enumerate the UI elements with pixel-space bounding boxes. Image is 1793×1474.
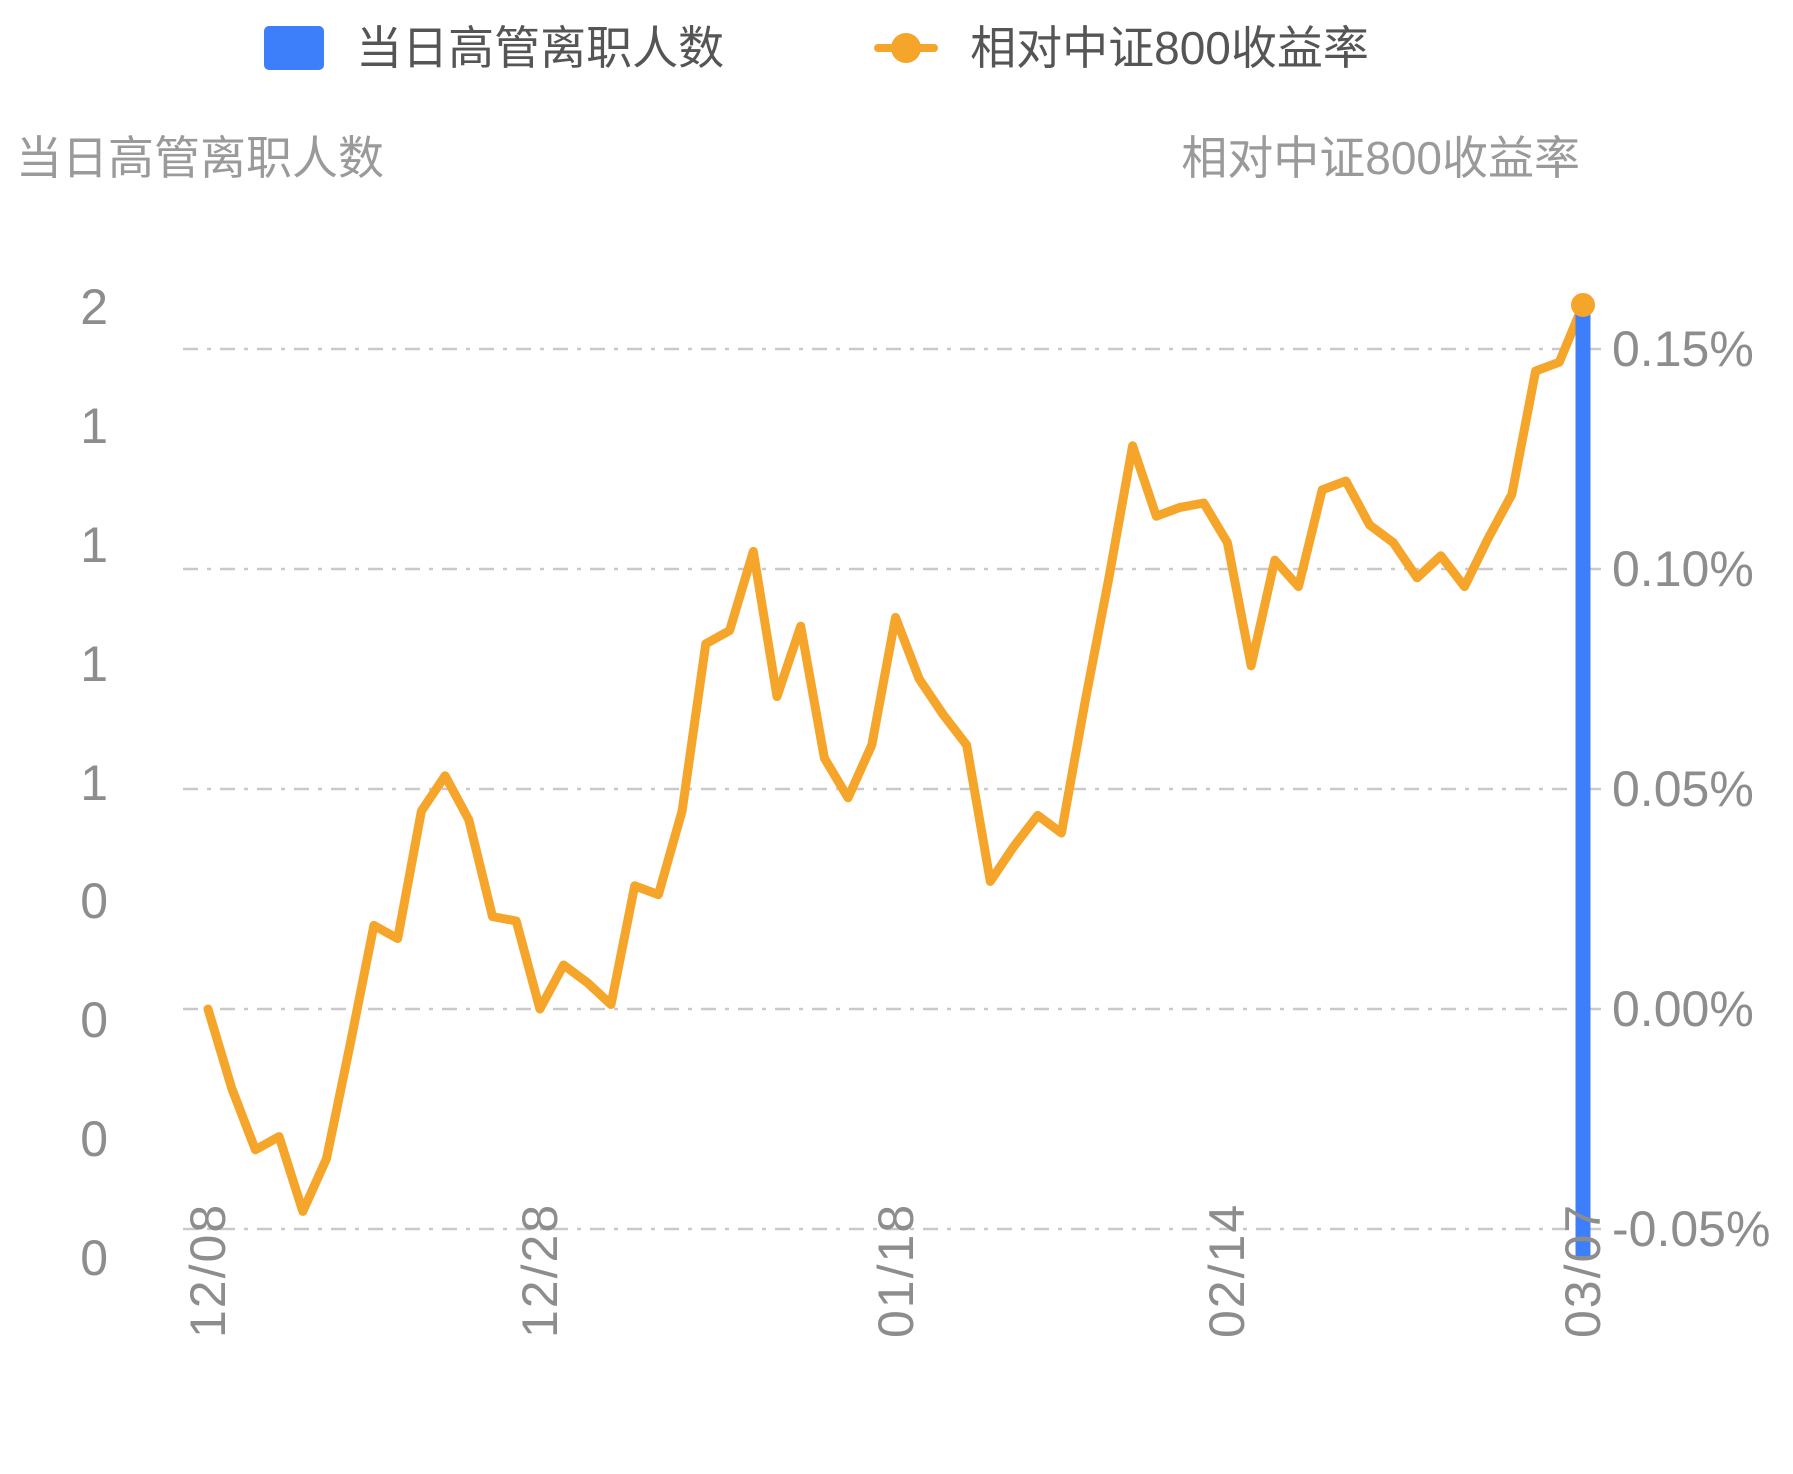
- right-axis-tick-label: -0.05%: [1612, 1201, 1771, 1257]
- left-axis-tick-label: 1: [80, 516, 108, 573]
- left-axis-tick-label: 0: [80, 873, 108, 930]
- left-axis-tick-label: 2: [80, 279, 108, 335]
- bar-series-swatch-icon: [264, 26, 325, 70]
- left-axis-tick-label: 0: [80, 992, 108, 1049]
- executive-departures-bar[interactable]: [1575, 307, 1591, 1258]
- right-axis-tick-label: 0.05%: [1612, 761, 1754, 817]
- x-axis-tick-label: 02/14: [1199, 1202, 1256, 1338]
- left-axis-tick-label: 1: [80, 754, 108, 811]
- x-axis-tick-label: 12/28: [511, 1202, 568, 1338]
- left-axis-tick-label: 1: [80, 397, 108, 454]
- left-axis-tick-label: 1: [80, 635, 108, 692]
- legend-label-bar-series: 当日高管离职人数: [356, 22, 725, 74]
- x-axis-tick-label: 12/08: [180, 1202, 236, 1338]
- legend: 当日高管离职人数 相对中证800收益率: [0, 18, 1713, 78]
- left-axis-tick-label: 0: [80, 1230, 108, 1286]
- x-axis-tick-label: 01/18: [867, 1202, 924, 1338]
- right-axis-tick-label: 0.00%: [1612, 981, 1754, 1037]
- right-axis-tick-label: 0.10%: [1612, 541, 1754, 597]
- x-axis-tick-label: 03/07: [1555, 1202, 1611, 1338]
- legend-label-line-series: 相对中证800收益率: [970, 22, 1369, 74]
- right-axis-tick-label: 0.15%: [1612, 321, 1754, 377]
- line-series-marker-icon: [874, 26, 939, 70]
- left-axis-tick-label: 0: [80, 1111, 108, 1168]
- right-axis-title: 相对中证800收益率: [1181, 132, 1580, 184]
- relative-return-line[interactable]: [203, 300, 1588, 1216]
- legend-item-relative-return[interactable]: 相对中证800收益率: [874, 18, 1369, 78]
- left-axis-title: 当日高管离职人数: [16, 132, 384, 184]
- legend-item-executive-departures[interactable]: 当日高管离职人数: [264, 18, 724, 78]
- line-endpoint-marker-dot: [1571, 293, 1595, 317]
